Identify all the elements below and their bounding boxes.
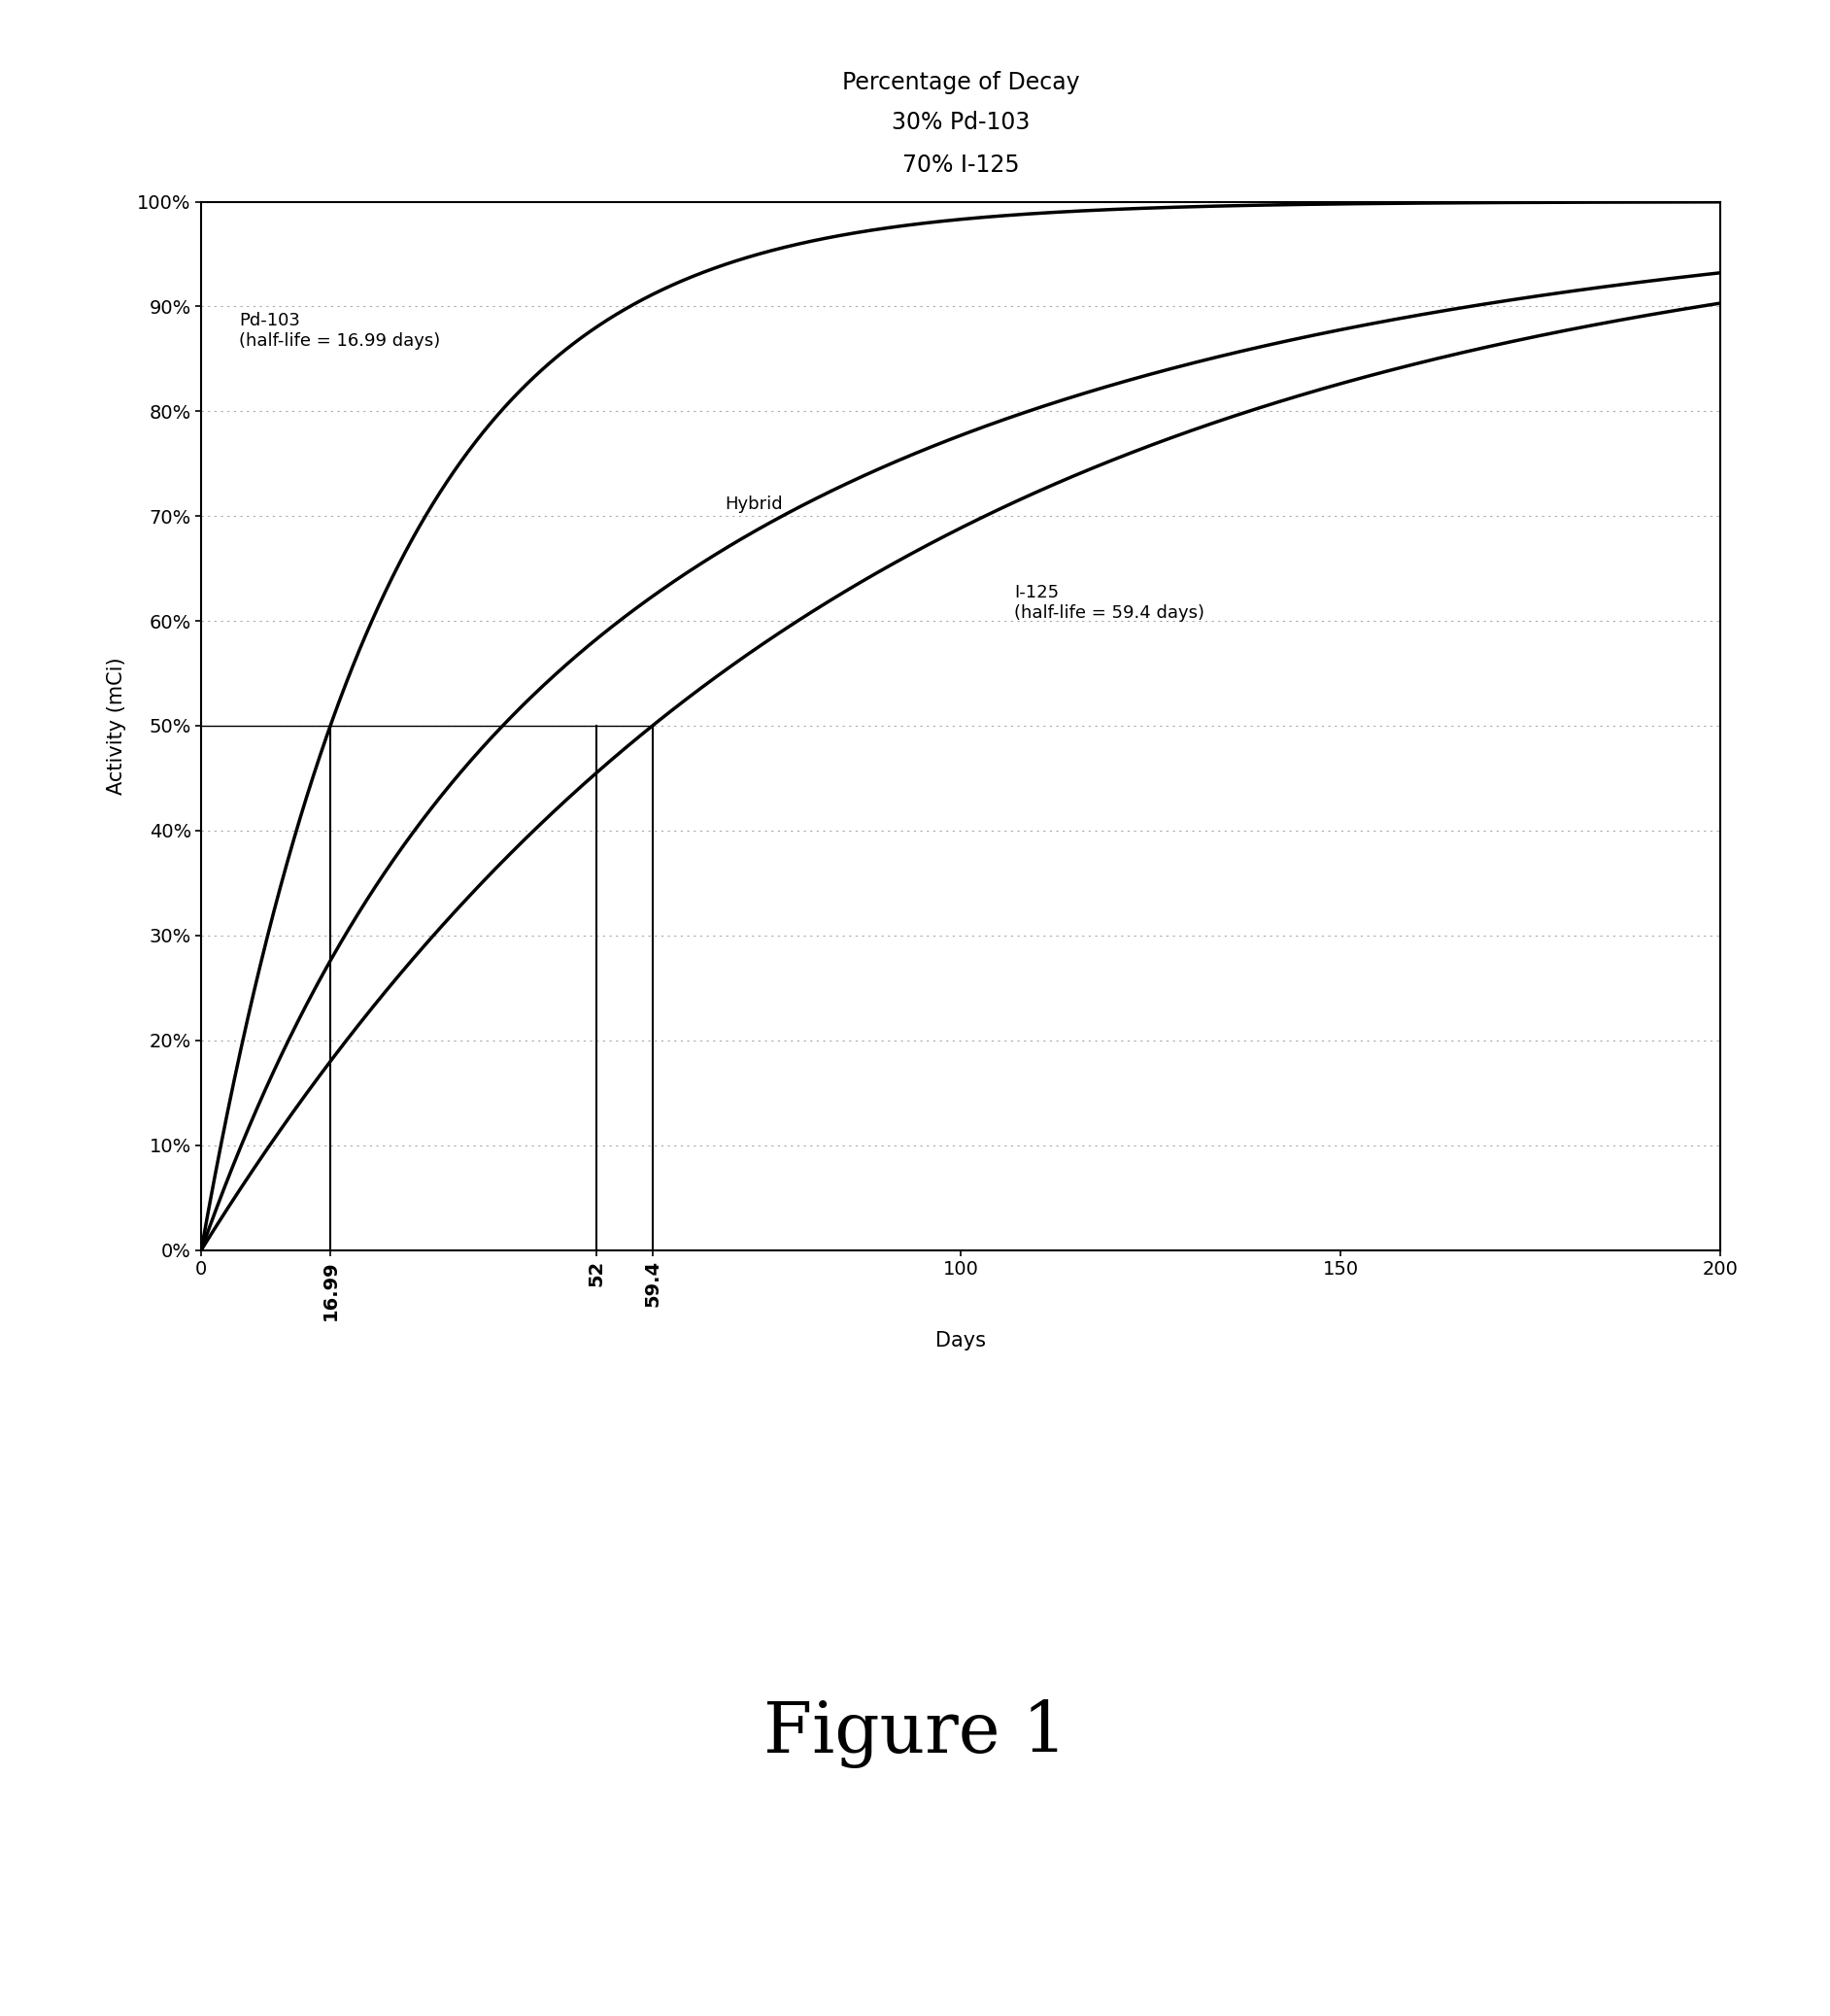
- Text: I-125
(half-life = 59.4 days): I-125 (half-life = 59.4 days): [1014, 585, 1204, 621]
- Text: Pd-103
(half-life = 16.99 days): Pd-103 (half-life = 16.99 days): [240, 312, 441, 349]
- Text: Figure 1: Figure 1: [763, 1699, 1067, 1768]
- Text: Percentage of Decay: Percentage of Decay: [842, 71, 1080, 95]
- X-axis label: Days: Days: [935, 1331, 986, 1351]
- Text: 70% I-125: 70% I-125: [902, 153, 1019, 177]
- Y-axis label: Activity (mCi): Activity (mCi): [106, 657, 126, 794]
- Text: Hybrid: Hybrid: [725, 496, 783, 512]
- Text: 30% Pd-103: 30% Pd-103: [891, 111, 1030, 135]
